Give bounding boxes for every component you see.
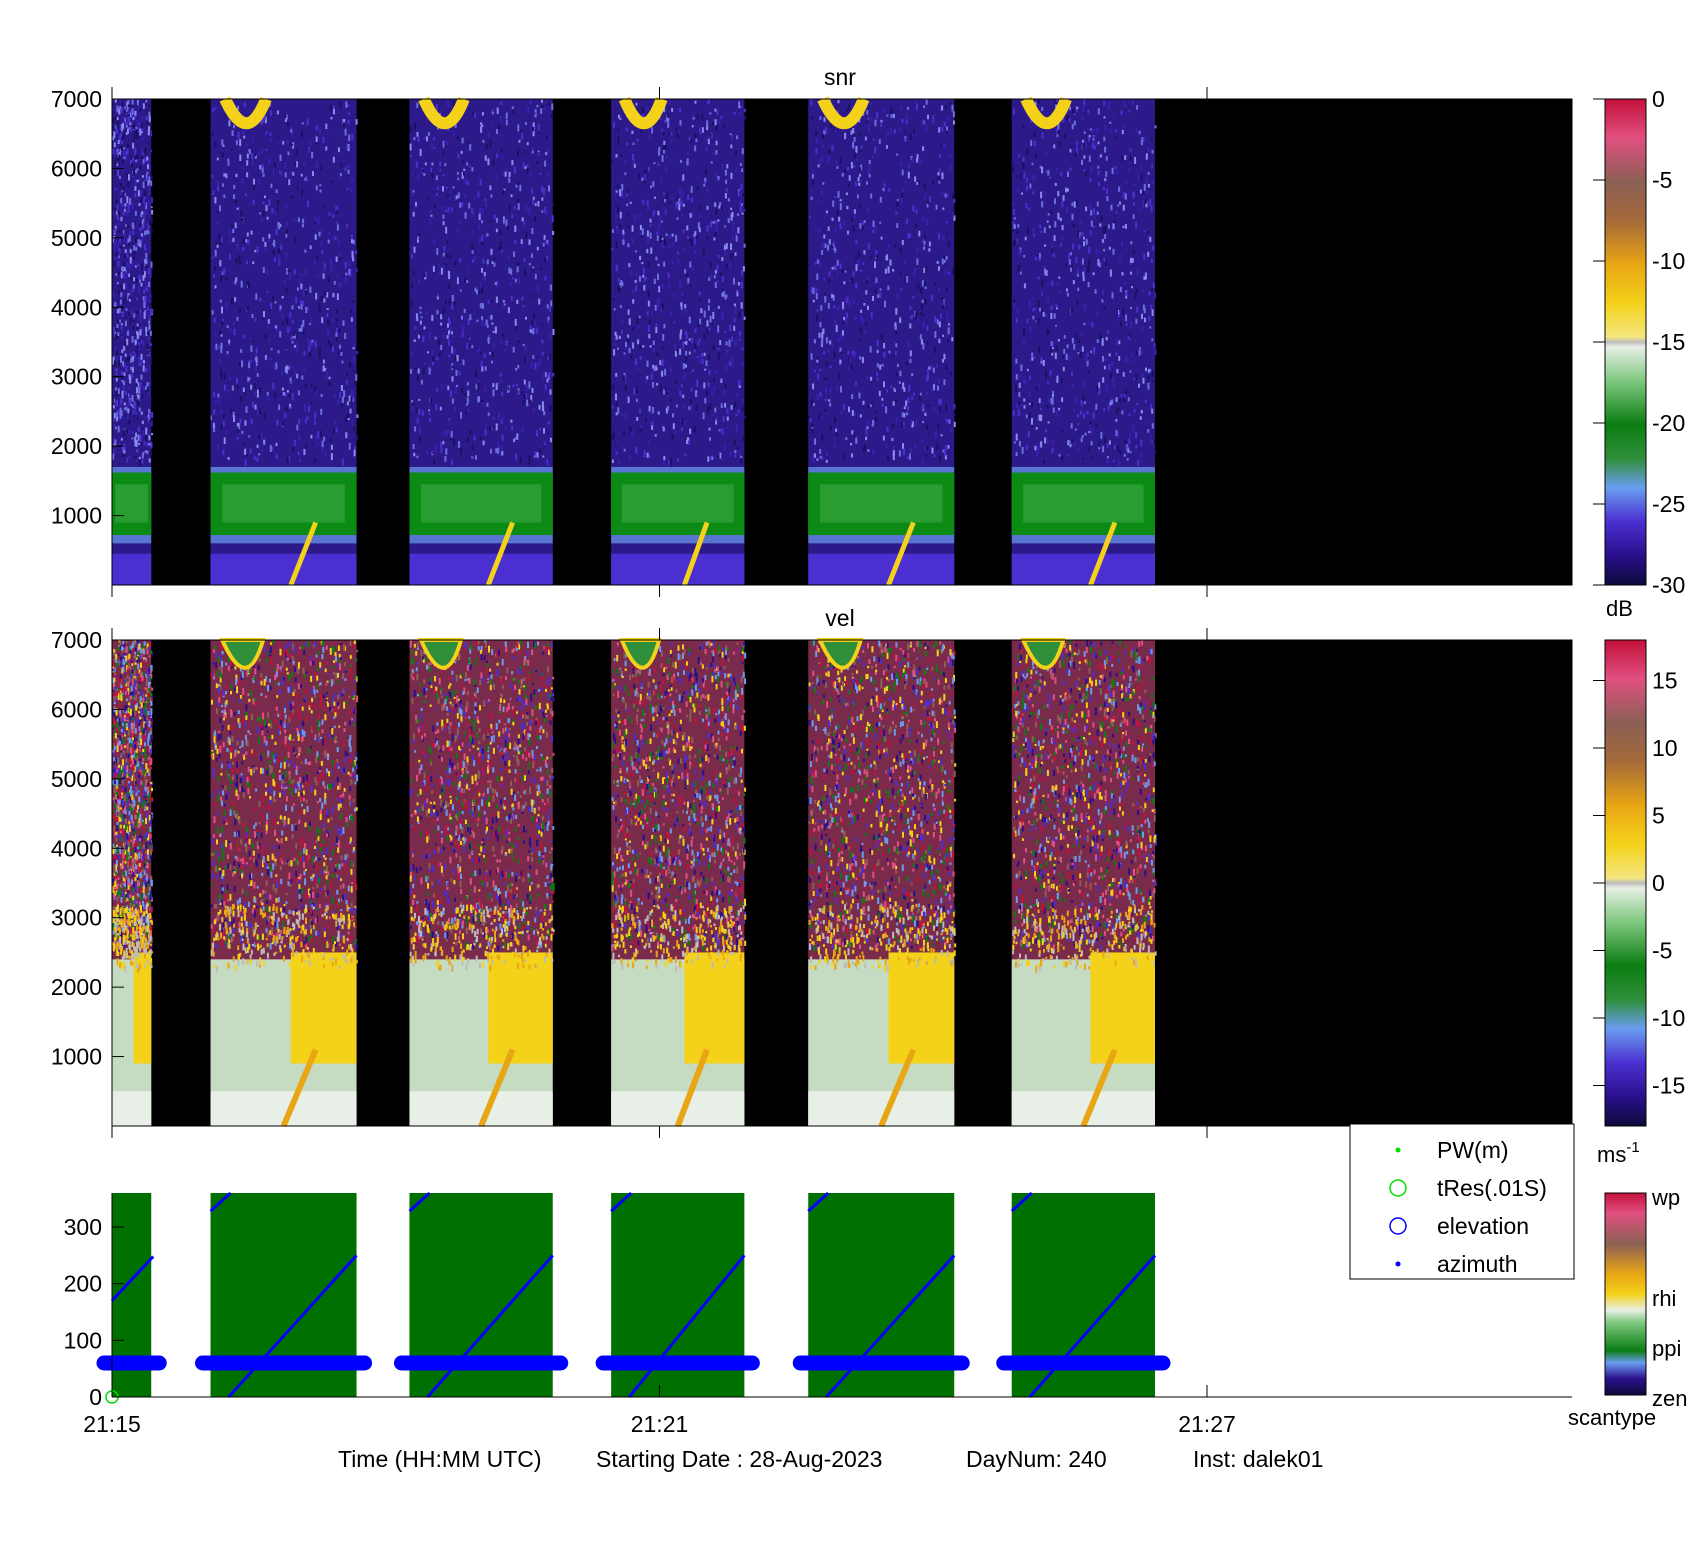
vel-data-segment bbox=[611, 638, 747, 1128]
azimuth-series bbox=[610, 1191, 633, 1213]
vel-ytick-label: 6000 bbox=[51, 696, 102, 722]
legend-marker bbox=[1395, 1261, 1401, 1267]
snr-data-segment bbox=[409, 96, 555, 586]
vel-panel: vel 1000 2000 3000 4000 5000 6000 7000 bbox=[51, 605, 1573, 1138]
scantype-colorbar-tick-label: ppi bbox=[1652, 1336, 1681, 1361]
scan-xtick-label: 21:27 bbox=[1178, 1411, 1236, 1437]
legend-label: azimuth bbox=[1437, 1251, 1518, 1277]
azimuth-series bbox=[1010, 1191, 1033, 1213]
vel-ytick-label: 7000 bbox=[51, 627, 102, 653]
vel-colorbar-tick-label: 0 bbox=[1652, 870, 1665, 896]
scan-ytick-label: 0 bbox=[89, 1384, 102, 1410]
azimuth-series bbox=[807, 1191, 830, 1213]
legend-label: tRes(.01S) bbox=[1437, 1175, 1547, 1201]
footer: Time (HH:MM UTC) Starting Date : 28-Aug-… bbox=[338, 1446, 1323, 1472]
scan-ytick-label: 300 bbox=[64, 1214, 102, 1240]
vel-colorbar: 15 10 5 0 -5 -10 -15 ms-1 bbox=[1593, 639, 1685, 1167]
vel-data-segment bbox=[409, 638, 555, 1128]
legend: PW(m) tRes(.01S) elevation azimuth bbox=[1349, 1123, 1575, 1280]
snr-axes bbox=[111, 98, 1573, 586]
scan-ytick-label: 200 bbox=[64, 1271, 102, 1297]
vel-axes bbox=[111, 639, 1573, 1127]
scan-ytick-label: 100 bbox=[64, 1327, 102, 1353]
snr-data-segment bbox=[1011, 96, 1157, 586]
snr-ytick-label: 2000 bbox=[51, 433, 102, 459]
azimuth-series bbox=[408, 1191, 431, 1213]
snr-title: snr bbox=[824, 64, 856, 90]
vel-colorbar-tick-label: -5 bbox=[1652, 938, 1672, 964]
vel-data-segment bbox=[112, 640, 154, 1126]
vel-ytick-label: 4000 bbox=[51, 835, 102, 861]
snr-colorbar-tick-label: -10 bbox=[1652, 248, 1685, 274]
vel-ytick-label: 1000 bbox=[51, 1044, 102, 1070]
azimuth-series bbox=[227, 1254, 358, 1399]
snr-panel: snr 1000 2000 3000 4000 5000 6000 7000 bbox=[51, 64, 1573, 597]
time-axis-label: Time (HH:MM UTC) bbox=[338, 1446, 542, 1472]
scantype-colorbar-tick-label: wp bbox=[1651, 1185, 1680, 1210]
azimuth-series bbox=[627, 1254, 746, 1398]
vel-colorbar-tick-label: -10 bbox=[1652, 1005, 1685, 1031]
vel-ytick-label: 3000 bbox=[51, 905, 102, 931]
snr-colorbar-tick-label: -5 bbox=[1652, 167, 1672, 193]
legend-item: elevation bbox=[1389, 1213, 1529, 1239]
azimuth-series bbox=[426, 1254, 554, 1398]
legend-label: PW(m) bbox=[1437, 1137, 1509, 1163]
vel-data-segment bbox=[210, 638, 359, 1128]
snr-data-segment bbox=[210, 96, 359, 586]
legend-label: elevation bbox=[1437, 1213, 1529, 1239]
legend-item: PW(m) bbox=[1395, 1137, 1509, 1163]
snr-colorbar-tick-label: -15 bbox=[1652, 329, 1685, 355]
snr-ytick-label: 1000 bbox=[51, 503, 102, 529]
legend-marker bbox=[1389, 1217, 1407, 1235]
vel-colorbar-tick-label: -15 bbox=[1652, 1073, 1685, 1099]
snr-ytick-label: 5000 bbox=[51, 225, 102, 251]
vel-data-segment bbox=[808, 638, 957, 1128]
vel-title: vel bbox=[825, 605, 854, 631]
starting-date-label: Starting Date : 28-Aug-2023 bbox=[596, 1446, 882, 1472]
snr-colorbar-tick-label: -20 bbox=[1652, 410, 1685, 436]
azimuth-series bbox=[825, 1254, 956, 1399]
scantype-colorbar-label: scantype bbox=[1568, 1405, 1656, 1430]
legend-item: azimuth bbox=[1395, 1251, 1518, 1277]
azimuth-series bbox=[209, 1191, 232, 1213]
vel-colorbar-tick-label: 5 bbox=[1652, 803, 1665, 829]
daynum-label: DayNum: 240 bbox=[966, 1446, 1107, 1472]
scantype-colorbar-tick-label: zen bbox=[1652, 1386, 1687, 1411]
snr-colorbar-tick-label: 0 bbox=[1652, 86, 1665, 112]
scantype-colorbar: wp rhi ppi zen scantype bbox=[1568, 1185, 1687, 1430]
snr-data-segment bbox=[112, 99, 154, 585]
vel-ytick-label: 5000 bbox=[51, 766, 102, 792]
scan-xtick-label: 21:15 bbox=[83, 1411, 141, 1437]
snr-colorbar-tick-label: -30 bbox=[1652, 572, 1685, 598]
scan-panel: 0 100 200 300 21:15 21:21 21:27 bbox=[64, 1191, 1572, 1437]
scan-xtick-label: 21:21 bbox=[631, 1411, 689, 1437]
snr-data-segment bbox=[611, 96, 747, 586]
snr-colorbar-unit: dB bbox=[1606, 596, 1633, 621]
azimuth-series bbox=[1028, 1254, 1157, 1398]
snr-ytick-label: 7000 bbox=[51, 86, 102, 112]
snr-data-segment bbox=[808, 96, 956, 586]
vel-data-segment bbox=[1011, 638, 1157, 1128]
snr-ytick-label: 3000 bbox=[51, 364, 102, 390]
legend-item: tRes(.01S) bbox=[1389, 1175, 1547, 1201]
instrument-label: Inst: dalek01 bbox=[1193, 1446, 1323, 1472]
snr-ytick-label: 6000 bbox=[51, 155, 102, 181]
snr-ytick-label: 4000 bbox=[51, 294, 102, 320]
legend-marker bbox=[1395, 1147, 1401, 1153]
vel-ytick-label: 2000 bbox=[51, 974, 102, 1000]
azimuth-series bbox=[110, 1255, 155, 1302]
snr-colorbar: 0 -5 -10 -15 -20 -25 -30 dB bbox=[1593, 86, 1685, 621]
legend-marker bbox=[1389, 1179, 1407, 1197]
vel-colorbar-tick-label: 15 bbox=[1652, 668, 1678, 694]
vel-colorbar-unit: ms-1 bbox=[1597, 1139, 1640, 1167]
snr-colorbar-tick-label: -25 bbox=[1652, 491, 1685, 517]
scantype-colorbar-tick-label: rhi bbox=[1652, 1286, 1676, 1311]
vel-colorbar-tick-label: 10 bbox=[1652, 735, 1678, 761]
